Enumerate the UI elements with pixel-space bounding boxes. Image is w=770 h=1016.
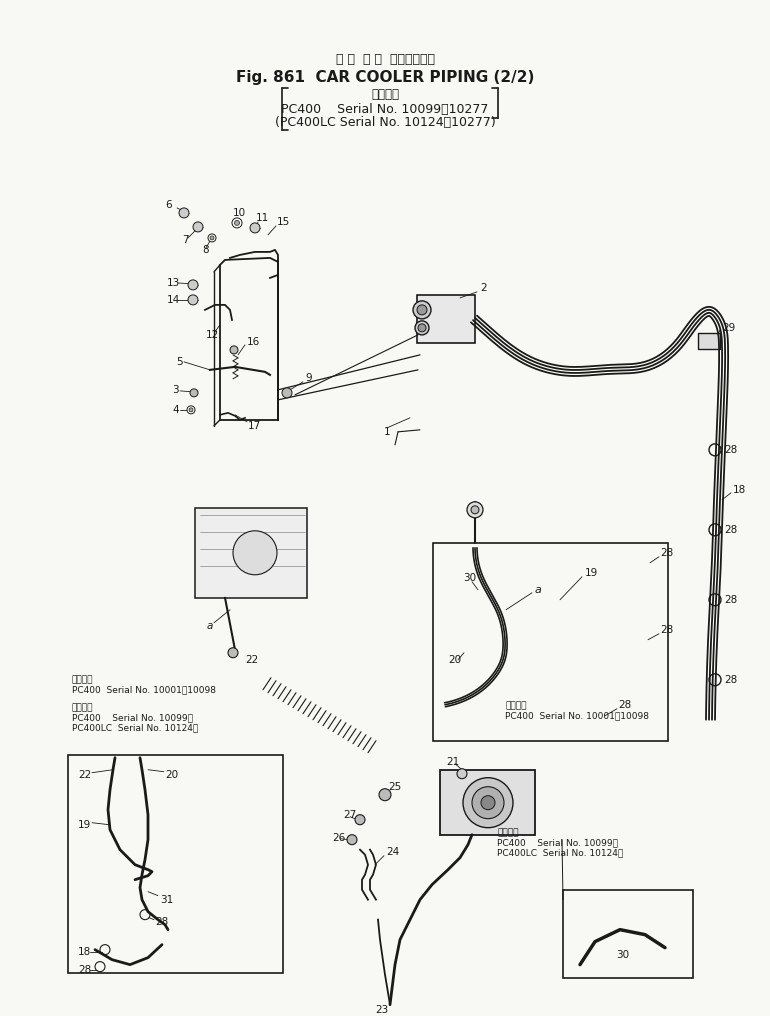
- Text: 5: 5: [176, 357, 182, 367]
- Circle shape: [418, 324, 426, 332]
- Circle shape: [471, 506, 479, 514]
- Text: 10: 10: [233, 208, 246, 217]
- Circle shape: [230, 345, 238, 354]
- Text: 16: 16: [247, 337, 260, 346]
- Circle shape: [188, 295, 198, 305]
- Text: 25: 25: [388, 781, 401, 791]
- Circle shape: [250, 223, 260, 233]
- Text: 17: 17: [248, 421, 261, 431]
- Circle shape: [187, 405, 195, 414]
- Text: 29: 29: [722, 323, 735, 333]
- Text: 適用号機: 適用号機: [497, 828, 518, 837]
- Text: 14: 14: [167, 295, 180, 305]
- Text: 4: 4: [172, 404, 179, 415]
- Text: 28: 28: [78, 964, 92, 974]
- Circle shape: [189, 407, 193, 411]
- Text: 19: 19: [78, 820, 92, 830]
- Bar: [440, 770, 535, 835]
- Text: 31: 31: [160, 895, 173, 904]
- Text: PC400LC  Serial No. 10124～: PC400LC Serial No. 10124～: [72, 723, 198, 733]
- Text: 19: 19: [585, 568, 598, 578]
- Circle shape: [463, 777, 513, 828]
- Text: 22: 22: [78, 770, 92, 779]
- Text: 適用号機: 適用号機: [505, 701, 527, 710]
- Text: 15: 15: [277, 217, 290, 227]
- Text: Fig. 861  CAR COOLER PIPING (2/2): Fig. 861 CAR COOLER PIPING (2/2): [236, 70, 534, 85]
- Circle shape: [347, 835, 357, 844]
- Text: 7: 7: [182, 235, 189, 245]
- Circle shape: [467, 502, 483, 518]
- Text: PC400  Serial No. 10001～10098: PC400 Serial No. 10001～10098: [72, 685, 216, 694]
- Circle shape: [228, 648, 238, 657]
- Bar: [68, 755, 283, 972]
- Text: a: a: [535, 585, 542, 594]
- Text: 3: 3: [172, 385, 179, 395]
- Text: 適用号機: 適用号機: [72, 676, 93, 684]
- Text: 11: 11: [256, 213, 270, 223]
- Text: (PC400LC Serial No. 10124～10277): (PC400LC Serial No. 10124～10277): [275, 117, 495, 129]
- Text: 適用号機: 適用号機: [72, 703, 93, 712]
- Text: 27: 27: [343, 810, 357, 820]
- Circle shape: [282, 388, 292, 398]
- Text: PC400  Serial No. 10001～10098: PC400 Serial No. 10001～10098: [505, 711, 649, 720]
- Circle shape: [208, 234, 216, 242]
- Text: 12: 12: [206, 330, 219, 340]
- Text: PC400    Serial No. 10099～: PC400 Serial No. 10099～: [72, 713, 193, 722]
- Circle shape: [179, 208, 189, 217]
- Circle shape: [188, 279, 198, 290]
- Text: 28: 28: [660, 625, 673, 635]
- Circle shape: [193, 221, 203, 232]
- Text: 24: 24: [386, 846, 400, 856]
- Text: 6: 6: [165, 200, 172, 210]
- Text: 20: 20: [165, 770, 178, 779]
- Bar: [433, 543, 668, 741]
- Circle shape: [472, 786, 504, 819]
- Circle shape: [413, 301, 431, 319]
- Circle shape: [355, 815, 365, 825]
- Text: 28: 28: [660, 548, 673, 558]
- Text: 2: 2: [480, 282, 487, 293]
- Text: 23: 23: [375, 1005, 388, 1015]
- Circle shape: [457, 769, 467, 778]
- Text: 13: 13: [167, 278, 180, 288]
- Text: 28: 28: [724, 525, 737, 534]
- Text: PC400LC  Serial No. 10124～: PC400LC Serial No. 10124～: [497, 848, 623, 858]
- Text: 21: 21: [446, 757, 459, 767]
- Circle shape: [481, 796, 495, 810]
- Text: カ ー  ク ー  ラパイピング: カ ー ク ー ラパイピング: [336, 54, 434, 66]
- Circle shape: [415, 321, 429, 335]
- Bar: [417, 295, 475, 342]
- Text: 28: 28: [155, 916, 169, 927]
- Circle shape: [232, 217, 242, 228]
- Bar: [195, 508, 307, 597]
- Text: PC400    Serial No. 10099～: PC400 Serial No. 10099～: [497, 838, 618, 847]
- Bar: [563, 890, 693, 977]
- Text: 9: 9: [305, 373, 312, 383]
- Text: PC400    Serial No. 10099～10277: PC400 Serial No. 10099～10277: [281, 104, 489, 117]
- Circle shape: [210, 236, 214, 240]
- Text: 30: 30: [617, 950, 630, 960]
- Text: 1: 1: [384, 427, 390, 437]
- Text: 18: 18: [78, 947, 92, 957]
- Text: 18: 18: [733, 485, 746, 495]
- Text: 30: 30: [463, 573, 476, 583]
- Circle shape: [235, 220, 239, 226]
- Text: 8: 8: [202, 245, 209, 255]
- Text: 20: 20: [448, 654, 461, 664]
- Text: 26: 26: [332, 833, 345, 842]
- Text: 28: 28: [618, 700, 631, 710]
- Circle shape: [233, 530, 277, 575]
- Text: 28: 28: [724, 675, 737, 685]
- Text: 22: 22: [245, 654, 258, 664]
- Bar: [698, 333, 720, 348]
- Text: 28: 28: [724, 594, 737, 605]
- Text: a: a: [207, 621, 213, 631]
- Text: 適用号機: 適用号機: [371, 88, 399, 102]
- Circle shape: [417, 305, 427, 315]
- Circle shape: [379, 788, 391, 801]
- Circle shape: [190, 389, 198, 397]
- Text: 28: 28: [724, 445, 737, 455]
